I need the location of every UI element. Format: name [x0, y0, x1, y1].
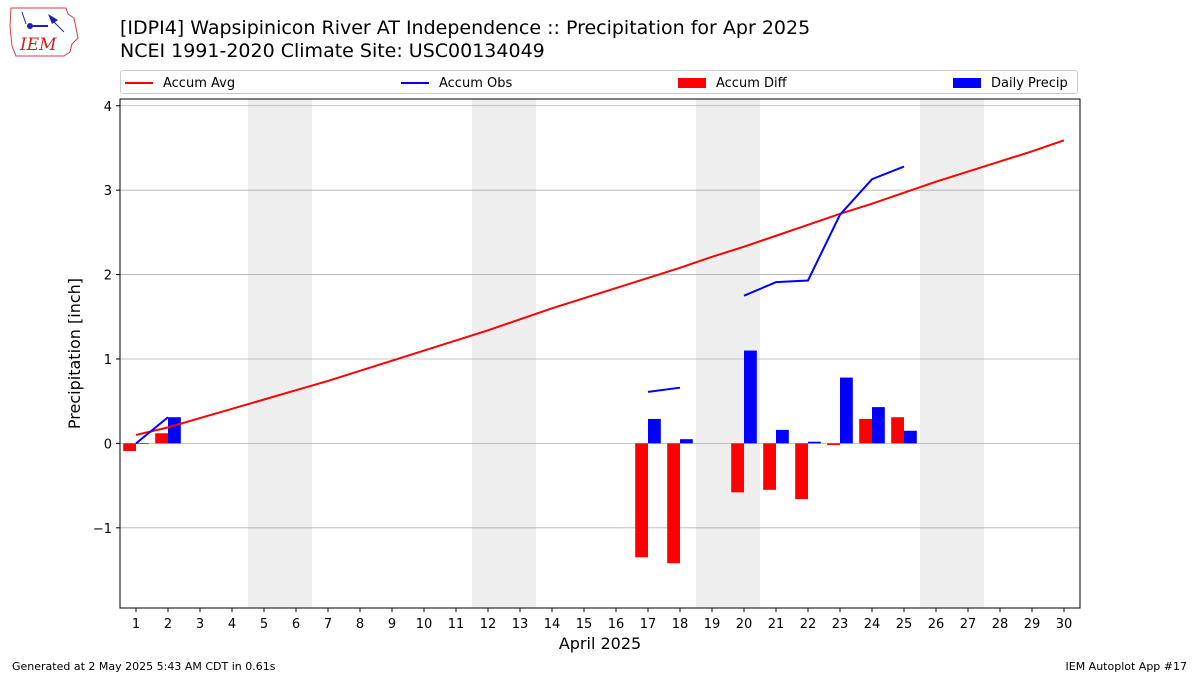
legend-item-accum-avg: Accum Avg	[125, 74, 235, 92]
bars	[123, 350, 917, 564]
legend-swatch-accum-obs	[401, 82, 429, 84]
legend: Accum Avg Accum Obs Accum Diff Daily Pre…	[120, 70, 1078, 94]
accum-diff-bar	[635, 443, 648, 558]
legend-label-accum-avg: Accum Avg	[163, 75, 236, 91]
x-tick-label: 10	[416, 617, 433, 632]
x-tick-label: 4	[228, 617, 236, 632]
x-tick-label: 15	[576, 617, 593, 632]
x-tick-label: 1	[132, 617, 140, 632]
accum-diff-bar	[763, 443, 776, 490]
x-tick-label: 16	[608, 617, 625, 632]
daily-precip-bar	[840, 377, 853, 444]
x-tick-label: 11	[448, 617, 465, 632]
svg-text:IEM: IEM	[19, 35, 57, 55]
x-axis-label: April 2025	[559, 634, 641, 653]
accum-avg-line	[135, 139, 1065, 436]
legend-label-accum-obs: Accum Obs	[439, 75, 513, 91]
x-tick-label: 13	[512, 617, 529, 632]
x-tick-label: 5	[260, 617, 268, 632]
daily-precip-bar	[648, 418, 661, 444]
x-tick-label: 28	[992, 617, 1009, 632]
x-tick-label: 8	[356, 617, 364, 632]
accum-diff-bar	[731, 443, 744, 493]
x-tick-label: 27	[960, 617, 977, 632]
x-tick-label: 2	[164, 617, 172, 632]
legend-item-accum-obs: Accum Obs	[401, 74, 512, 92]
y-axis-label: Precipitation [inch]	[65, 278, 84, 429]
y-tick-label: 3	[104, 184, 112, 199]
daily-precip-bar	[136, 443, 149, 444]
footer-generated: Generated at 2 May 2025 5:43 AM CDT in 0…	[12, 660, 276, 673]
accum-diff-bar	[891, 417, 904, 444]
x-tick-label: 12	[480, 617, 497, 632]
chart-subtitle: NCEI 1991-2020 Climate Site: USC00134049	[120, 40, 545, 62]
accum-diff-bar	[827, 443, 840, 446]
x-tick-label: 18	[672, 617, 689, 632]
x-tick-label: 7	[324, 617, 332, 632]
x-tick-label: 25	[896, 617, 913, 632]
x-tick-label: 26	[928, 617, 945, 632]
x-tick-label: 19	[704, 617, 721, 632]
chart-title: [IDPI4] Wapsipinicon River AT Independen…	[120, 17, 811, 39]
legend-item-daily-precip: Daily Precip	[953, 74, 1068, 92]
x-tick-label: 20	[736, 617, 753, 632]
legend-swatch-daily-precip	[953, 78, 981, 88]
daily-precip-bar	[680, 439, 693, 444]
daily-precip-bar	[872, 407, 885, 444]
x-tick-label: 29	[1024, 617, 1041, 632]
legend-swatch-accum-avg	[125, 82, 153, 84]
x-tick-label: 21	[768, 617, 785, 632]
daily-precip-bar	[904, 430, 917, 444]
y-tick-label: 0	[104, 437, 112, 452]
daily-precip-bar	[776, 429, 789, 444]
legend-swatch-accum-diff	[678, 78, 706, 88]
weekend-band-1	[248, 99, 312, 608]
accum-diff-bar	[859, 418, 872, 444]
plot-frame	[119, 98, 1081, 609]
x-tick-label: 6	[292, 617, 300, 632]
accum-obs-line	[135, 416, 169, 445]
accum-diff-bar	[795, 443, 808, 500]
y-tick-label: 2	[104, 269, 112, 284]
accum-obs-line	[743, 165, 905, 297]
iem-logo: IEM	[9, 7, 79, 57]
x-tick-label: 9	[388, 617, 396, 632]
daily-precip-bar	[808, 441, 821, 444]
y-tick-label: 1	[104, 353, 112, 368]
x-tick-label: 17	[640, 617, 657, 632]
weekend-band-4	[920, 99, 984, 608]
accum-obs-line	[647, 386, 681, 393]
y-tick-label: 4	[104, 100, 112, 115]
accum-diff-bar	[123, 443, 136, 451]
weekend-shading	[248, 99, 984, 608]
footer-app-id: IEM Autoplot App #17	[1065, 660, 1188, 673]
daily-precip-bar	[744, 350, 757, 444]
x-tick-label: 23	[832, 617, 849, 632]
y-tick-label: −1	[93, 522, 112, 537]
legend-label-daily-precip: Daily Precip	[991, 75, 1068, 91]
x-tick-label: 14	[544, 617, 561, 632]
daily-precip-bar	[168, 417, 181, 444]
legend-label-accum-diff: Accum Diff	[716, 75, 787, 91]
series-lines	[135, 139, 1065, 445]
legend-item-accum-diff: Accum Diff	[678, 74, 787, 92]
x-tick-label: 30	[1056, 617, 1073, 632]
accum-diff-bar	[155, 433, 168, 444]
x-tick-label: 3	[196, 617, 204, 632]
weekend-band-2	[472, 99, 536, 608]
gridlines	[120, 105, 1080, 529]
accum-diff-bar	[667, 443, 680, 564]
x-tick-label: 24	[864, 617, 881, 632]
x-tick-label: 22	[800, 617, 817, 632]
